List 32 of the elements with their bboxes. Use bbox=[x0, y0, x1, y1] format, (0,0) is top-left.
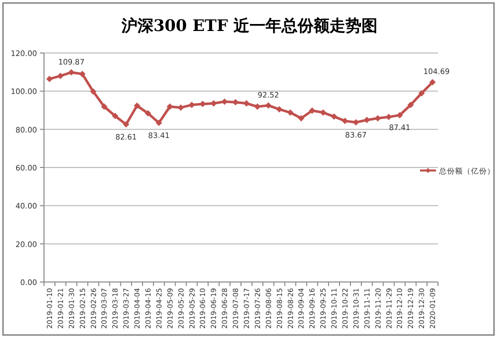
point bbox=[144, 110, 152, 117]
point bbox=[407, 102, 414, 108]
point bbox=[364, 116, 370, 124]
point bbox=[243, 100, 250, 107]
point bbox=[330, 113, 338, 120]
chart-title: 沪深300 ETF 近一年总份额走势图 bbox=[120, 16, 378, 35]
point bbox=[342, 118, 348, 124]
point bbox=[210, 100, 217, 107]
point bbox=[46, 76, 53, 82]
point bbox=[188, 102, 195, 108]
point bbox=[156, 120, 162, 126]
point bbox=[57, 72, 64, 80]
point bbox=[276, 106, 283, 112]
point bbox=[134, 102, 140, 109]
point bbox=[166, 103, 174, 110]
point bbox=[122, 121, 130, 128]
point bbox=[429, 79, 436, 86]
point bbox=[254, 103, 261, 110]
point bbox=[100, 103, 108, 110]
point bbox=[418, 90, 425, 96]
point bbox=[386, 114, 392, 120]
point bbox=[178, 104, 184, 111]
point bbox=[308, 107, 316, 114]
point bbox=[265, 102, 272, 109]
point bbox=[320, 109, 326, 116]
point bbox=[298, 115, 304, 122]
point bbox=[112, 112, 118, 120]
point bbox=[79, 70, 86, 78]
point bbox=[352, 119, 360, 126]
point bbox=[396, 112, 403, 118]
point bbox=[68, 69, 75, 76]
point bbox=[374, 115, 382, 122]
